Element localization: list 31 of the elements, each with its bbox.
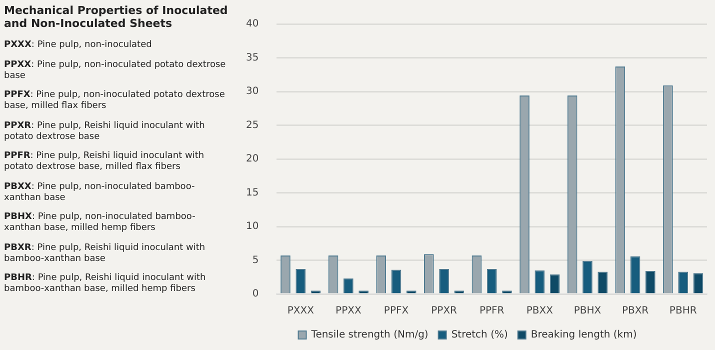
legend-label: Tensile strength (Nm/g) [310, 330, 428, 341]
text: PPFX: Pine pulp, non-inoculated potato dextrose base, milled flax fibers [4, 90, 226, 112]
x-tick-label: PBXX [526, 306, 554, 317]
x-tick-label: PPFX [384, 306, 409, 317]
text: PBXX: Pine pulp, non-inoculated bamboo-xanthan base [4, 182, 196, 204]
y-tick-label: 30 [246, 86, 259, 98]
y-tick-label: 5 [252, 254, 259, 266]
text: PPXR: Pine pulp, Reishi liquid inoculant with potato dextrose base [4, 120, 206, 142]
text: PPFR: Pine pulp, Reishi liquid inoculant with potato dextrose base, milled flax fibers [4, 151, 206, 173]
x-tick-label: PXXX [287, 306, 314, 317]
y-tick-label: 10 [246, 221, 259, 232]
text: PPXX: Pine pulp, non-inoculated potato dextrose base [4, 60, 227, 82]
text: PBHX: Pine pulp, non-inoculated bamboo-xanthan base, milled hemp fibers [4, 212, 196, 234]
text: PBHR: Pine pulp, Reishi liquid inoculant with bamboo-xanthan base, milled hemp fibers [4, 273, 207, 295]
y-tick-label: 15 [246, 187, 259, 198]
y-tick-label: 20 [246, 154, 259, 165]
text: Mechanical Properties of Inoculated and Non-Inoculated Sheets [4, 4, 228, 30]
x-tick-label: PBHX [574, 306, 602, 317]
x-tick-label: PPXX [336, 306, 362, 317]
y-tick-label: 25 [246, 120, 259, 131]
x-tick-label: PPFR [479, 306, 504, 317]
text: PBXR: Pine pulp, Reishi liquid inoculant with bamboo-xanthan base [4, 242, 206, 264]
y-tick-label: 35 [246, 52, 259, 64]
x-tick-label: PBXR [622, 306, 649, 317]
legend-label: Breaking length (km) [530, 330, 637, 341]
legend-label: Stretch (%) [451, 330, 508, 341]
y-tick-label: 0 [252, 288, 259, 300]
x-tick-label: PBHR [669, 306, 697, 317]
text: PXXX: Pine pulp, non-inoculated [4, 40, 153, 51]
y-tick-label: 40 [246, 18, 259, 30]
x-tick-label: PPXR [431, 306, 458, 317]
